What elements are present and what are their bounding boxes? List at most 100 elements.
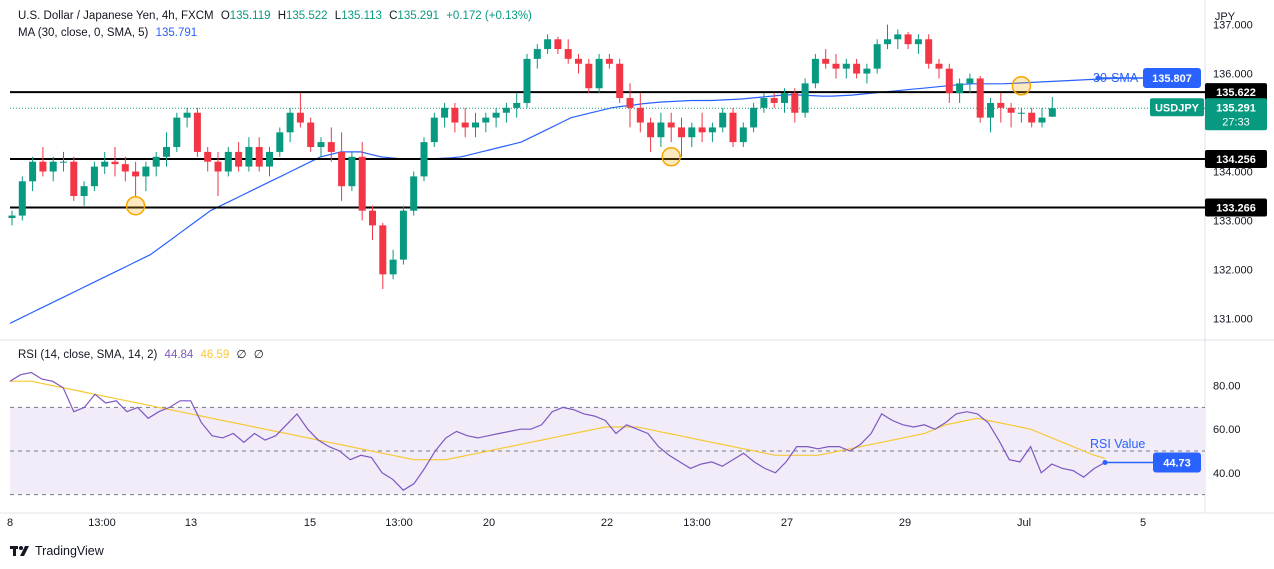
candle[interactable]: [935, 58, 943, 79]
candle[interactable]: [626, 83, 634, 128]
candle[interactable]: [1028, 107, 1036, 128]
candle[interactable]: [575, 53, 582, 74]
candle[interactable]: [152, 151, 160, 177]
candle[interactable]: [1007, 102, 1015, 128]
candle[interactable]: [585, 58, 593, 94]
candle[interactable]: [307, 117, 315, 152]
candle[interactable]: [647, 117, 655, 152]
candle[interactable]: [441, 102, 449, 128]
candle[interactable]: [513, 93, 521, 118]
candle[interactable]: [286, 107, 294, 143]
candle[interactable]: [142, 161, 150, 192]
candle[interactable]: [111, 147, 119, 177]
candle[interactable]: [770, 93, 778, 108]
candle[interactable]: [987, 98, 994, 133]
candle[interactable]: [90, 161, 98, 192]
candle[interactable]: [729, 107, 737, 148]
candle[interactable]: [904, 31, 912, 50]
candle[interactable]: [894, 29, 902, 50]
candle[interactable]: [317, 137, 325, 157]
candle[interactable]: [966, 73, 974, 94]
candle[interactable]: [163, 132, 170, 167]
candle[interactable]: [183, 107, 191, 128]
candle[interactable]: [410, 171, 418, 216]
candle[interactable]: [420, 137, 428, 182]
candle[interactable]: [224, 147, 232, 177]
candle[interactable]: [781, 88, 788, 113]
candle[interactable]: [698, 112, 706, 143]
candle[interactable]: [791, 88, 799, 123]
candle[interactable]: [1038, 107, 1046, 128]
candle[interactable]: [956, 78, 964, 103]
candle[interactable]: [853, 58, 861, 79]
candle[interactable]: [564, 39, 572, 64]
candle[interactable]: [914, 34, 922, 54]
candle[interactable]: [544, 34, 552, 54]
candle[interactable]: [750, 102, 758, 133]
candle[interactable]: [49, 156, 57, 182]
candle[interactable]: [132, 161, 140, 196]
candle[interactable]: [235, 142, 243, 172]
candle[interactable]: [976, 76, 984, 123]
candle[interactable]: [430, 112, 438, 148]
candle[interactable]: [739, 122, 747, 148]
candle[interactable]: [1017, 107, 1025, 123]
candle[interactable]: [678, 117, 685, 157]
candle[interactable]: [389, 249, 397, 280]
candle[interactable]: [1048, 96, 1056, 117]
candle[interactable]: [472, 112, 479, 138]
candle[interactable]: [348, 151, 356, 192]
candle[interactable]: [925, 34, 933, 69]
candle[interactable]: [214, 151, 222, 196]
candle[interactable]: [719, 107, 727, 133]
candle[interactable]: [492, 107, 500, 128]
candle[interactable]: [945, 63, 953, 103]
candle[interactable]: [842, 58, 850, 79]
candle[interactable]: [554, 36, 562, 54]
candle[interactable]: [193, 107, 201, 157]
candle[interactable]: [204, 147, 212, 172]
candle[interactable]: [605, 53, 613, 69]
candle[interactable]: [245, 137, 253, 172]
candle[interactable]: [997, 93, 1005, 123]
candle[interactable]: [70, 156, 78, 201]
candle[interactable]: [502, 102, 510, 123]
candle[interactable]: [708, 122, 716, 143]
candle[interactable]: [657, 112, 665, 148]
candle[interactable]: [616, 58, 624, 103]
tradingview-brand[interactable]: TradingView: [10, 544, 104, 558]
candle[interactable]: [121, 156, 129, 182]
candle[interactable]: [884, 24, 891, 50]
candle[interactable]: [29, 156, 37, 192]
candle[interactable]: [760, 93, 768, 113]
candle[interactable]: [18, 176, 26, 221]
candle[interactable]: [80, 181, 88, 206]
candle[interactable]: [801, 78, 809, 118]
candle[interactable]: [39, 147, 47, 177]
candle[interactable]: [595, 53, 603, 94]
candle[interactable]: [173, 112, 181, 152]
candle[interactable]: [832, 53, 840, 79]
candle[interactable]: [369, 205, 376, 241]
candle[interactable]: [636, 93, 644, 133]
candle[interactable]: [822, 49, 830, 69]
candle[interactable]: [327, 127, 335, 162]
candle[interactable]: [482, 112, 490, 133]
candle[interactable]: [379, 222, 387, 290]
candle[interactable]: [358, 142, 366, 221]
candle[interactable]: [338, 132, 346, 201]
candle[interactable]: [276, 127, 284, 157]
candle[interactable]: [60, 151, 67, 172]
candle[interactable]: [533, 44, 541, 69]
candle[interactable]: [461, 107, 469, 138]
candle[interactable]: [523, 53, 531, 108]
candle[interactable]: [873, 39, 881, 74]
candle[interactable]: [811, 53, 819, 89]
candle[interactable]: [399, 205, 407, 265]
candle[interactable]: [451, 102, 459, 133]
candle[interactable]: [688, 122, 696, 148]
candle[interactable]: [296, 93, 304, 128]
candle-layer[interactable]: [8, 24, 1056, 290]
candle[interactable]: [667, 112, 675, 143]
